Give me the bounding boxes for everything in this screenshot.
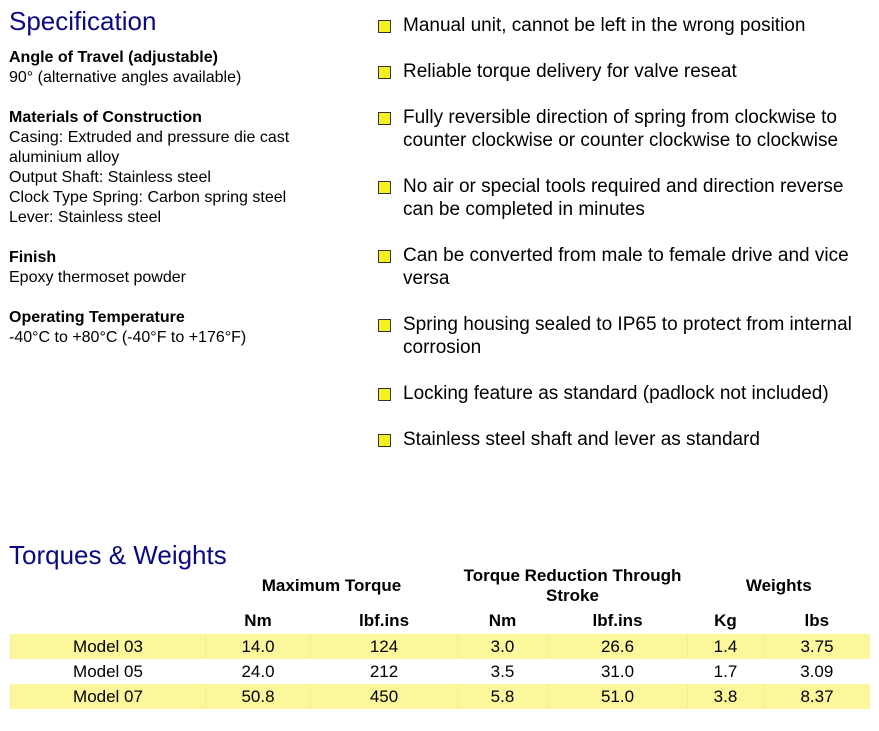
- cell: 212: [369, 661, 399, 681]
- unit-header: lbf.ins: [358, 611, 410, 630]
- feature-text: No air or special tools required and dir…: [403, 176, 844, 220]
- spec-line: Epoxy thermoset powder: [9, 269, 186, 286]
- cell: 3.0: [457, 634, 548, 659]
- unit-header: Kg: [714, 611, 737, 630]
- cell: Model 05: [73, 661, 143, 681]
- feature-item: Fully reversible direction of spring fro…: [378, 106, 873, 152]
- bullet-square-icon: [378, 319, 391, 332]
- cell: 24.0: [241, 661, 275, 681]
- unit-header: Nm: [488, 611, 517, 630]
- feature-text: Locking feature as standard (padlock not…: [403, 383, 829, 404]
- table-row: Model 07 50.8 450 5.8 51.0 3.8 8.37: [10, 684, 870, 709]
- spec-angle: Angle of Travel (adjustable) 90° (alterna…: [9, 48, 359, 88]
- cell: 50.8: [205, 684, 311, 709]
- group-header: Maximum Torque: [261, 576, 402, 595]
- cell: 3.8: [687, 684, 764, 709]
- bullet-square-icon: [378, 250, 391, 263]
- group-header: Weights: [745, 576, 812, 595]
- specification-list: Angle of Travel (adjustable) 90° (alterna…: [9, 48, 359, 368]
- bullet-square-icon: [378, 112, 391, 125]
- cell: 3.09: [800, 661, 834, 681]
- feature-text: Can be converted from male to female dri…: [403, 245, 849, 289]
- spec-line: Clock Type Spring: Carbon spring steel: [9, 189, 287, 206]
- spec-finish: Finish Epoxy thermoset powder: [9, 248, 359, 288]
- spec-line: Output Shaft: Stainless steel: [9, 169, 211, 186]
- spec-line: 90° (alternative angles available): [9, 69, 242, 86]
- feature-text: Manual unit, cannot be left in the wrong…: [403, 15, 806, 36]
- feature-item: Stainless steel shaft and lever as stand…: [378, 428, 873, 451]
- feature-item: Locking feature as standard (padlock not…: [378, 382, 873, 405]
- spec-temperature: Operating Temperature -40°C to +80°C (-40…: [9, 308, 359, 348]
- feature-text: Fully reversible direction of spring fro…: [403, 107, 839, 151]
- feature-item: Manual unit, cannot be left in the wrong…: [378, 14, 873, 37]
- spec-title: Finish: [9, 249, 57, 266]
- feature-text: Spring housing sealed to IP65 to protect…: [403, 314, 852, 358]
- feature-text: Stainless steel shaft and lever as stand…: [403, 429, 760, 450]
- feature-item: Can be converted from male to female dri…: [378, 244, 873, 290]
- cell: 31.0: [600, 661, 635, 681]
- feature-text: Reliable torque delivery for valve resea…: [403, 61, 737, 82]
- feature-item: No air or special tools required and dir…: [378, 175, 873, 221]
- cell: 450: [310, 684, 458, 709]
- unit-header: Nm: [244, 611, 272, 630]
- torques-heading: Torques & Weights: [9, 540, 227, 570]
- bullet-square-icon: [378, 181, 391, 194]
- torques-table: Maximum Torque Torque Reduction Through S…: [10, 564, 870, 709]
- spec-line: Casing: Extruded and pressure die cast a…: [9, 129, 290, 166]
- specification-heading: Specification: [9, 6, 157, 36]
- spec-materials: Materials of Construction Casing: Extrud…: [9, 108, 359, 228]
- bullet-square-icon: [378, 434, 391, 447]
- cell: 26.6: [547, 634, 688, 659]
- cell: 3.5: [490, 661, 515, 681]
- cell: 3.75: [763, 634, 870, 659]
- group-header: Torque Reduction Through Stroke: [463, 566, 682, 605]
- cell: Model 07: [10, 684, 206, 709]
- cell: 5.8: [457, 684, 548, 709]
- feature-item: Reliable torque delivery for valve resea…: [378, 60, 873, 83]
- cell: Model 03: [10, 634, 206, 659]
- cell: 14.0: [205, 634, 311, 659]
- feature-item: Spring housing sealed to IP65 to protect…: [378, 313, 873, 359]
- unit-header: lbf.ins: [592, 611, 643, 630]
- cell: 124: [310, 634, 458, 659]
- cell: 8.37: [763, 684, 870, 709]
- cell: 51.0: [547, 684, 688, 709]
- bullet-square-icon: [378, 388, 391, 401]
- unit-header: lbs: [804, 611, 830, 630]
- cell: 1.7: [713, 661, 738, 681]
- spec-title: Materials of Construction: [9, 109, 202, 126]
- spec-line: -40°C to +80°C (-40°F to +176°F): [9, 329, 247, 346]
- bullet-square-icon: [378, 66, 391, 79]
- feature-list: Manual unit, cannot be left in the wrong…: [378, 14, 873, 474]
- spec-line: Lever: Stainless steel: [9, 209, 162, 226]
- spec-title: Angle of Travel (adjustable): [9, 49, 218, 66]
- cell: 1.4: [687, 634, 764, 659]
- spec-title: Operating Temperature: [9, 309, 185, 326]
- table-row: Model 03 14.0 124 3.0 26.6 1.4 3.75: [10, 634, 870, 659]
- bullet-square-icon: [378, 20, 391, 33]
- table-row: Model 05 24.0 212 3.5 31.0 1.7 3.09: [11, 659, 871, 684]
